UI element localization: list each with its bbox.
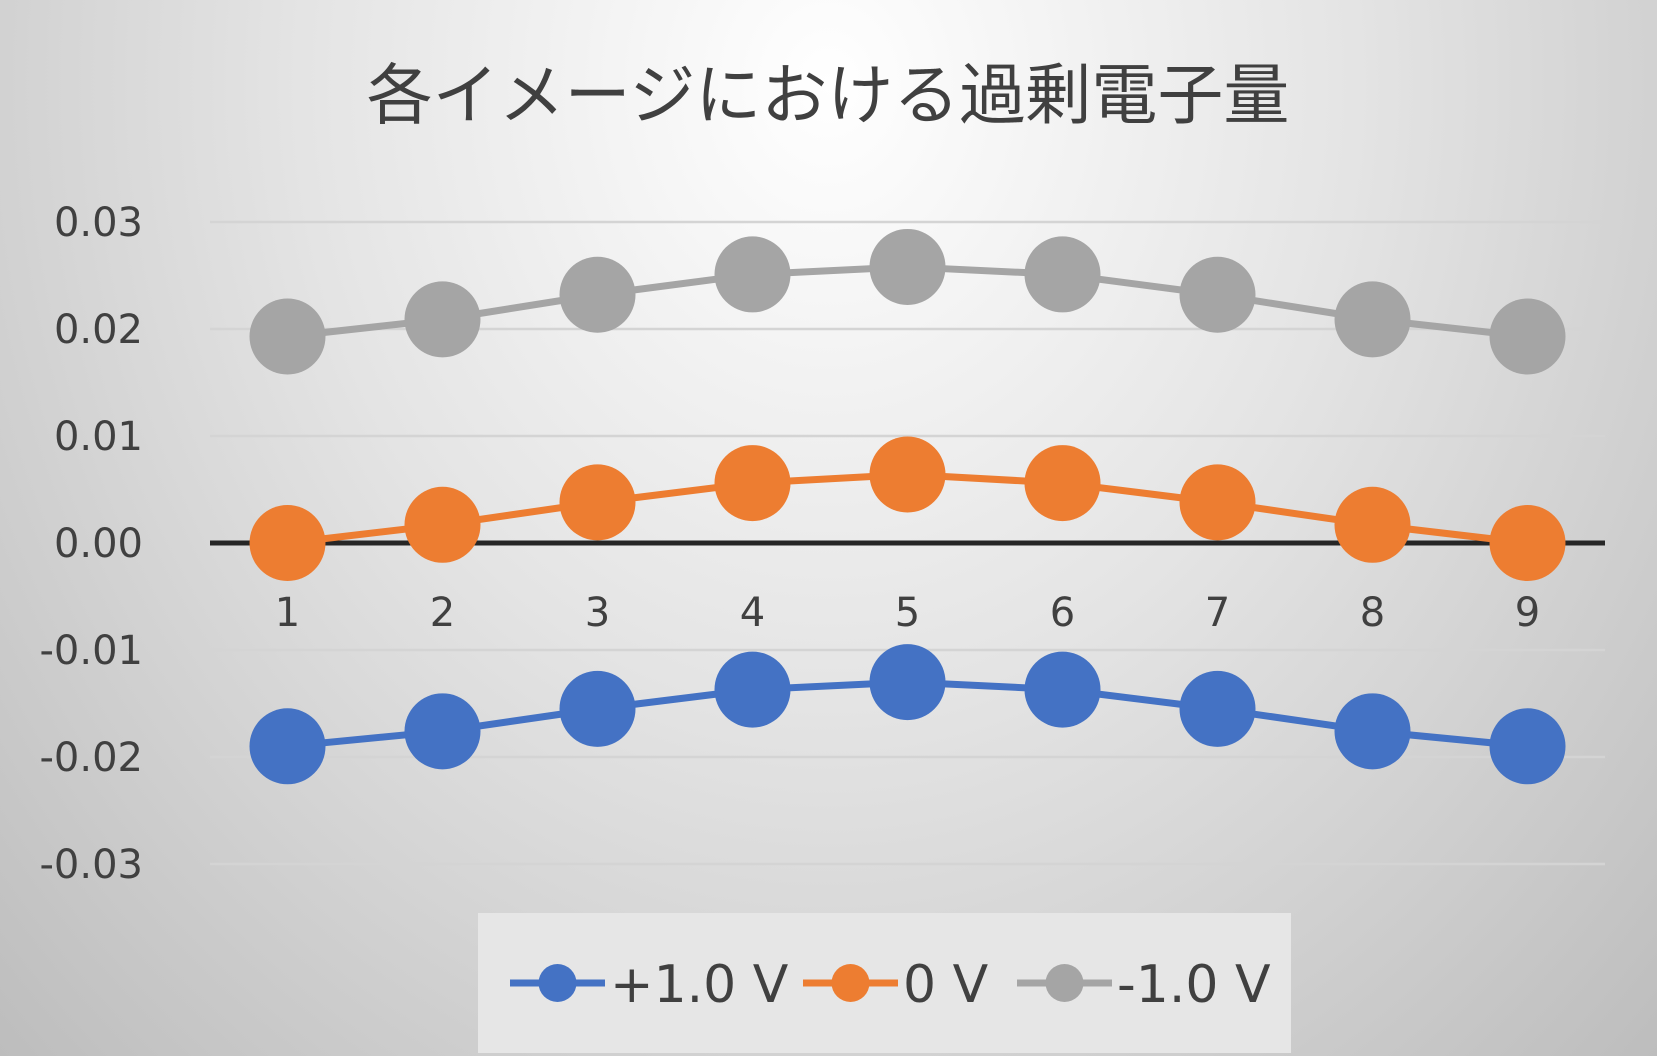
data-point xyxy=(869,436,946,513)
data-point xyxy=(1179,464,1256,541)
data-point xyxy=(559,464,636,541)
legend: +1.0 V 0 V -1.0 V xyxy=(478,913,1291,1053)
data-point xyxy=(1334,486,1411,563)
data-point xyxy=(559,670,636,747)
data-point xyxy=(869,228,946,305)
data-point xyxy=(1334,281,1411,358)
data-point xyxy=(1334,693,1411,770)
x-tick-label: 5 xyxy=(895,590,920,636)
series-3 xyxy=(249,228,1566,375)
chart-title: 各イメージにおける過剰電子量 xyxy=(367,57,1290,134)
data-point xyxy=(1024,445,1101,522)
data-point xyxy=(404,486,481,563)
y-tick-label: 0.02 xyxy=(54,307,143,353)
data-point xyxy=(249,708,326,785)
x-tick-label: 4 xyxy=(740,590,765,636)
legend-marker xyxy=(831,964,870,1002)
y-tick-label: 0.03 xyxy=(54,200,143,246)
data-point xyxy=(559,256,636,333)
data-point xyxy=(1179,670,1256,747)
y-tick-label: -0.03 xyxy=(40,842,144,888)
data-point xyxy=(1489,298,1566,375)
y-tick-label: -0.01 xyxy=(40,628,144,674)
series-2 xyxy=(249,436,1566,581)
x-tick-label: 3 xyxy=(585,590,610,636)
y-tick-label: 0.01 xyxy=(54,414,143,460)
series-group xyxy=(249,228,1566,785)
data-point xyxy=(1179,256,1256,333)
x-tick-label: 8 xyxy=(1360,590,1385,636)
x-tick-label: 2 xyxy=(430,590,455,636)
legend-label: -1.0 V xyxy=(1117,955,1271,1015)
data-point xyxy=(714,236,791,313)
legend-marker xyxy=(538,964,577,1002)
x-tick-label: 1 xyxy=(275,590,300,636)
legend-label: +1.0 V xyxy=(610,955,789,1015)
data-point xyxy=(1024,651,1101,728)
data-point xyxy=(714,445,791,522)
data-point xyxy=(869,644,946,721)
series-1 xyxy=(249,644,1566,785)
data-point xyxy=(1024,236,1101,313)
x-tick-label: 7 xyxy=(1205,590,1230,636)
data-point xyxy=(1489,708,1566,785)
data-point xyxy=(714,651,791,728)
data-point xyxy=(249,298,326,375)
data-point xyxy=(1489,505,1566,581)
legend-marker xyxy=(1045,964,1084,1002)
x-tick-label: 6 xyxy=(1050,590,1075,636)
data-point xyxy=(404,281,481,358)
x-axis-ticks: 1 2 3 4 5 6 7 8 9 xyxy=(275,590,1540,636)
y-tick-label: 0.00 xyxy=(54,521,143,567)
data-point xyxy=(404,693,481,770)
legend-label: 0 V xyxy=(903,955,989,1015)
x-tick-label: 9 xyxy=(1515,590,1540,636)
y-tick-label: -0.02 xyxy=(40,735,144,781)
data-point xyxy=(249,505,326,581)
y-axis-ticks: 0.03 0.02 0.01 0.00 -0.01 -0.02 -0.03 xyxy=(40,200,144,888)
